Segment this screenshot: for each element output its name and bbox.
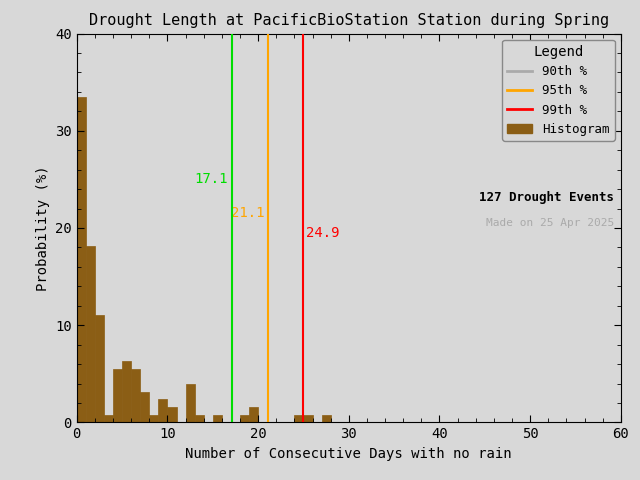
Bar	[186, 384, 195, 422]
Bar	[86, 246, 95, 422]
Text: 127 Drought Events: 127 Drought Events	[479, 191, 614, 204]
Bar	[104, 415, 113, 422]
Text: 24.9: 24.9	[306, 226, 340, 240]
Bar	[77, 97, 86, 422]
Bar	[122, 361, 131, 422]
Bar	[294, 415, 303, 422]
Bar	[212, 415, 222, 422]
Y-axis label: Probability (%): Probability (%)	[36, 165, 50, 291]
Bar	[249, 407, 258, 422]
Bar	[240, 415, 249, 422]
Bar	[303, 415, 312, 422]
Bar	[168, 407, 177, 422]
Title: Drought Length at PacificBioStation Station during Spring: Drought Length at PacificBioStation Stat…	[89, 13, 609, 28]
Text: 17.1: 17.1	[195, 172, 228, 186]
Text: 21.1: 21.1	[231, 206, 264, 220]
Text: Made on 25 Apr 2025: Made on 25 Apr 2025	[486, 218, 614, 228]
Bar	[131, 369, 140, 422]
Legend: 90th %, 95th %, 99th %, Histogram: 90th %, 95th %, 99th %, Histogram	[502, 40, 614, 141]
Bar	[113, 369, 122, 422]
Bar	[140, 392, 149, 422]
Bar	[195, 415, 204, 422]
X-axis label: Number of Consecutive Days with no rain: Number of Consecutive Days with no rain	[186, 447, 512, 461]
Bar	[149, 415, 158, 422]
Bar	[321, 415, 331, 422]
Bar	[95, 315, 104, 422]
Bar	[158, 399, 168, 422]
